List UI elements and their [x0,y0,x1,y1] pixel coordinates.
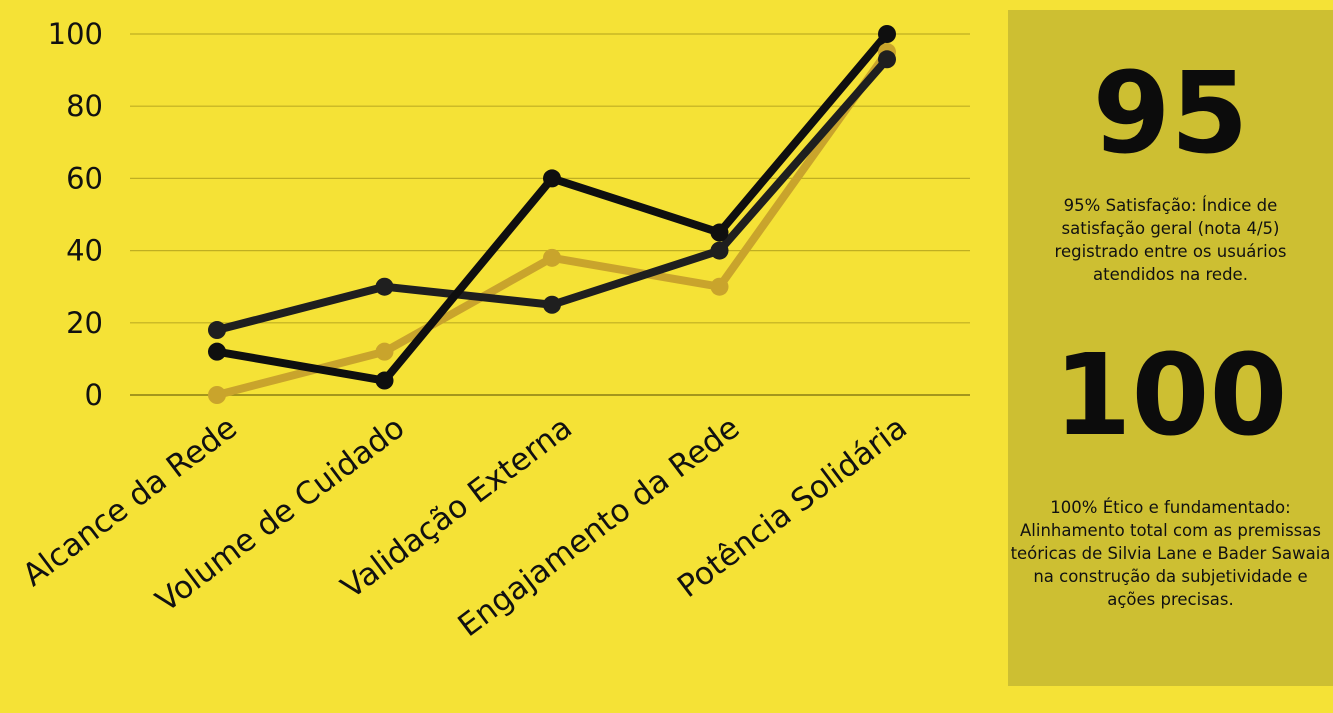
stat-card-satisfaction: 95 95% Satisfação: Índice de satisfação … [1008,10,1333,294]
stat-card-ethics: 100 100% Ético e fundamentado: Alinhamen… [1008,294,1333,686]
data-point-series-2 [208,321,226,340]
data-point-series-2 [375,277,394,296]
y-tick-label: 100 [48,17,103,51]
y-tick-label: 40 [66,234,103,268]
data-point-series-3 [878,25,896,43]
series-lines [208,25,896,404]
series-line-3 [213,30,891,385]
y-axis-ticks: 0 20 40 60 80 100 [48,17,103,412]
data-point-series-3 [208,342,226,361]
data-point-series-2 [710,241,729,260]
data-point-series-1 [710,277,729,296]
stat-value: 100 [1053,331,1288,461]
stat-description: 100% Ético e fundamentado: Alinhamento t… [1010,498,1331,609]
series-line-1 [213,48,891,399]
data-point-series-2 [543,295,561,314]
stat-value: 95 [1092,49,1249,179]
data-point-series-2 [878,50,896,69]
y-tick-label: 60 [66,161,103,195]
x-tick-label: Engajamento da Rede [452,410,747,645]
y-tick-label: 0 [85,378,103,412]
data-point-series-1 [208,386,226,404]
data-point-series-3 [375,371,394,390]
y-tick-label: 20 [66,306,103,340]
data-point-series-1 [375,342,394,361]
data-point-series-3 [710,223,729,242]
stat-description: 95% Satisfação: Índice de satisfação ger… [1054,196,1287,284]
y-tick-label: 80 [66,89,103,123]
data-point-series-3 [543,169,561,188]
data-point-series-1 [543,248,561,267]
